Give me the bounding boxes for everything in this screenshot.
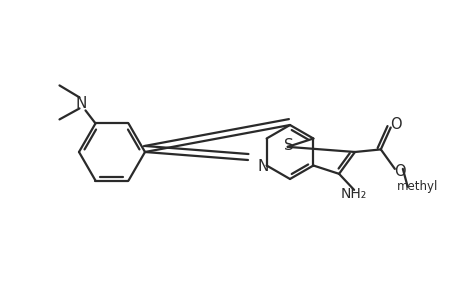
Text: N: N — [257, 159, 269, 174]
Text: O: O — [393, 164, 405, 179]
Text: S: S — [283, 138, 293, 153]
Text: N: N — [76, 96, 87, 111]
Text: O: O — [389, 117, 401, 132]
Text: NH₂: NH₂ — [340, 187, 366, 201]
Text: methyl: methyl — [396, 180, 437, 193]
